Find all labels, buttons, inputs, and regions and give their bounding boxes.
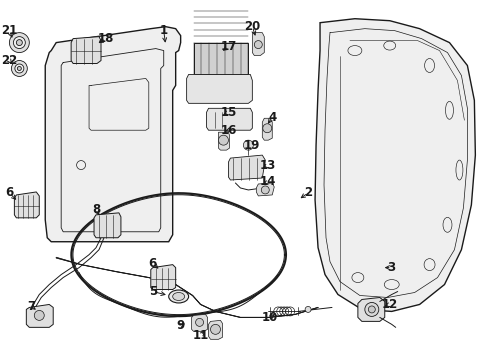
Circle shape [16, 40, 22, 46]
Circle shape [254, 41, 262, 49]
Text: 15: 15 [220, 106, 236, 119]
Polygon shape [262, 118, 272, 140]
Circle shape [262, 124, 271, 133]
Text: 5: 5 [148, 285, 157, 298]
Circle shape [9, 33, 29, 53]
Polygon shape [14, 192, 39, 218]
Circle shape [34, 310, 44, 320]
Text: 18: 18 [98, 32, 114, 45]
Polygon shape [71, 37, 101, 63]
Text: 6: 6 [148, 257, 157, 270]
Text: 11: 11 [192, 329, 208, 342]
Text: 2: 2 [304, 186, 311, 199]
Polygon shape [314, 19, 474, 311]
Circle shape [367, 306, 374, 313]
Text: 17: 17 [220, 40, 236, 53]
Polygon shape [26, 305, 53, 327]
Circle shape [218, 135, 228, 145]
Text: 4: 4 [267, 111, 276, 124]
Circle shape [261, 186, 269, 194]
Circle shape [11, 60, 27, 76]
Text: 10: 10 [262, 311, 278, 324]
Text: 13: 13 [260, 158, 276, 172]
Text: 8: 8 [92, 203, 100, 216]
Text: 14: 14 [260, 175, 276, 189]
Polygon shape [45, 27, 180, 242]
Text: 16: 16 [220, 124, 236, 137]
Polygon shape [150, 265, 175, 289]
Circle shape [195, 318, 203, 327]
Text: 9: 9 [176, 319, 184, 332]
Polygon shape [228, 155, 264, 180]
Text: 12: 12 [381, 298, 397, 311]
Polygon shape [206, 108, 252, 130]
Text: 6: 6 [5, 186, 14, 199]
Polygon shape [252, 33, 264, 55]
Polygon shape [357, 297, 384, 321]
Polygon shape [94, 213, 121, 238]
Text: 7: 7 [27, 300, 35, 313]
Polygon shape [218, 132, 229, 150]
Ellipse shape [172, 293, 184, 301]
Circle shape [210, 324, 220, 334]
Polygon shape [208, 320, 222, 339]
Bar [193, 42, 248, 75]
Circle shape [364, 302, 378, 316]
Circle shape [18, 67, 21, 71]
Polygon shape [256, 183, 274, 196]
Text: 19: 19 [244, 139, 260, 152]
Circle shape [13, 37, 25, 49]
Ellipse shape [168, 290, 188, 303]
Text: 20: 20 [244, 20, 260, 33]
Text: 21: 21 [1, 24, 18, 37]
Text: 1: 1 [160, 24, 167, 37]
Circle shape [15, 64, 24, 73]
Polygon shape [191, 314, 207, 331]
Polygon shape [186, 75, 252, 103]
Text: 22: 22 [1, 54, 18, 67]
Circle shape [305, 306, 310, 312]
Text: 3: 3 [387, 261, 395, 274]
Circle shape [243, 140, 253, 150]
